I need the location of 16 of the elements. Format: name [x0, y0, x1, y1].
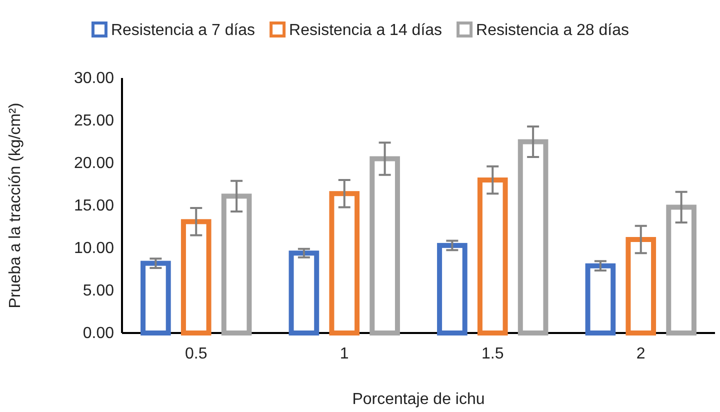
x-axis-title: Porcentaje de ichu [352, 391, 485, 408]
legend-label: Resistencia a 28 días [476, 22, 630, 39]
y-axis-title: Prueba a la tracción (kg/cm²) [7, 102, 24, 308]
x-tick-label: 2 [636, 345, 646, 362]
y-tick-label: 5.00 [82, 282, 114, 300]
y-tick-label: 0.00 [82, 325, 114, 342]
x-tick-label: 0.5 [185, 345, 208, 362]
y-tick-label: 20.00 [74, 155, 114, 172]
y-tick-label: 15.00 [74, 198, 114, 215]
y-tick-label: 30.00 [74, 70, 114, 88]
legend-label: Resistencia a 7 días [110, 22, 256, 39]
y-tick-label: 10.00 [74, 240, 114, 258]
legend-label: Resistencia a 14 días [289, 22, 442, 39]
x-tick-label: 1 [340, 345, 349, 362]
y-tick-label: 25.00 [74, 112, 114, 130]
x-tick-label: 1.5 [482, 345, 504, 362]
